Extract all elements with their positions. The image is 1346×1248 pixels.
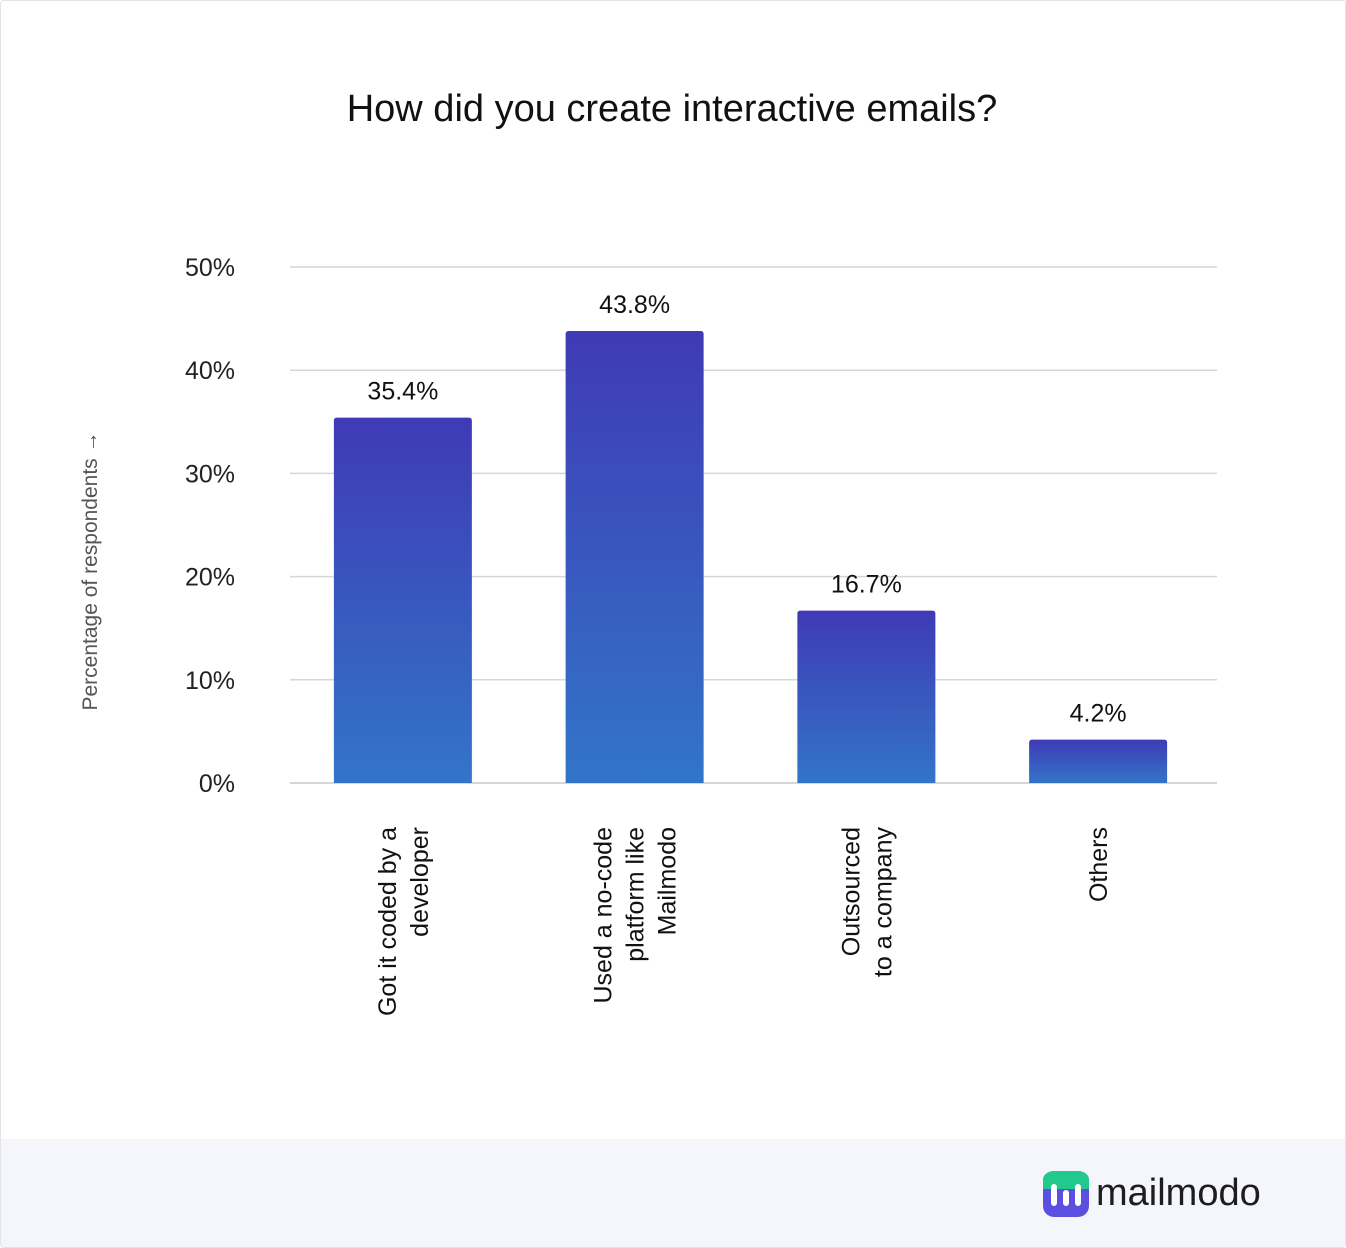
footer-bar bbox=[1, 1139, 1345, 1247]
bar bbox=[797, 610, 936, 783]
x-category-label: Got it coded by a bbox=[374, 827, 402, 1016]
y-axis-label: Percentage of respondents → bbox=[79, 431, 102, 710]
bar bbox=[1029, 739, 1168, 783]
x-axis-categories: Got it coded by a developer Used a no-code… bbox=[374, 827, 1113, 1017]
data-label: 43.8% bbox=[599, 291, 670, 319]
bars bbox=[333, 330, 1168, 783]
x-category-label: Mailmodo bbox=[654, 827, 682, 935]
mailmodo-logo-icon bbox=[1043, 1171, 1089, 1217]
brand-name: mailmodo bbox=[1096, 1172, 1261, 1214]
data-label: 16.7% bbox=[831, 571, 902, 599]
data-labels: 35.4% 43.8% 16.7% 4.2% bbox=[367, 291, 1126, 728]
y-tick-label: 10% bbox=[185, 667, 235, 695]
data-label: 4.2% bbox=[1070, 700, 1127, 728]
y-tick-label: 30% bbox=[185, 460, 235, 488]
chart-title: How did you create interactive emails? bbox=[347, 88, 998, 130]
bar bbox=[565, 330, 704, 783]
y-tick-label: 0% bbox=[199, 770, 235, 798]
x-category-label: platform like bbox=[622, 827, 650, 962]
y-tick-label: 50% bbox=[185, 254, 235, 282]
y-tick-label: 40% bbox=[185, 357, 235, 385]
x-category-label: Used a no-code bbox=[590, 827, 618, 1004]
data-label: 35.4% bbox=[367, 378, 438, 406]
x-category-label: Others bbox=[1085, 827, 1113, 902]
x-category-label: to a company bbox=[869, 827, 897, 978]
x-category-label: Outsourced bbox=[837, 827, 865, 956]
y-axis-ticks: 0% 10% 20% 30% 40% 50% bbox=[185, 254, 235, 798]
y-tick-label: 20% bbox=[185, 564, 235, 592]
mailmodo-logo: mailmodo bbox=[1043, 1171, 1261, 1217]
bar bbox=[333, 417, 472, 783]
x-category-label: developer bbox=[406, 827, 434, 937]
